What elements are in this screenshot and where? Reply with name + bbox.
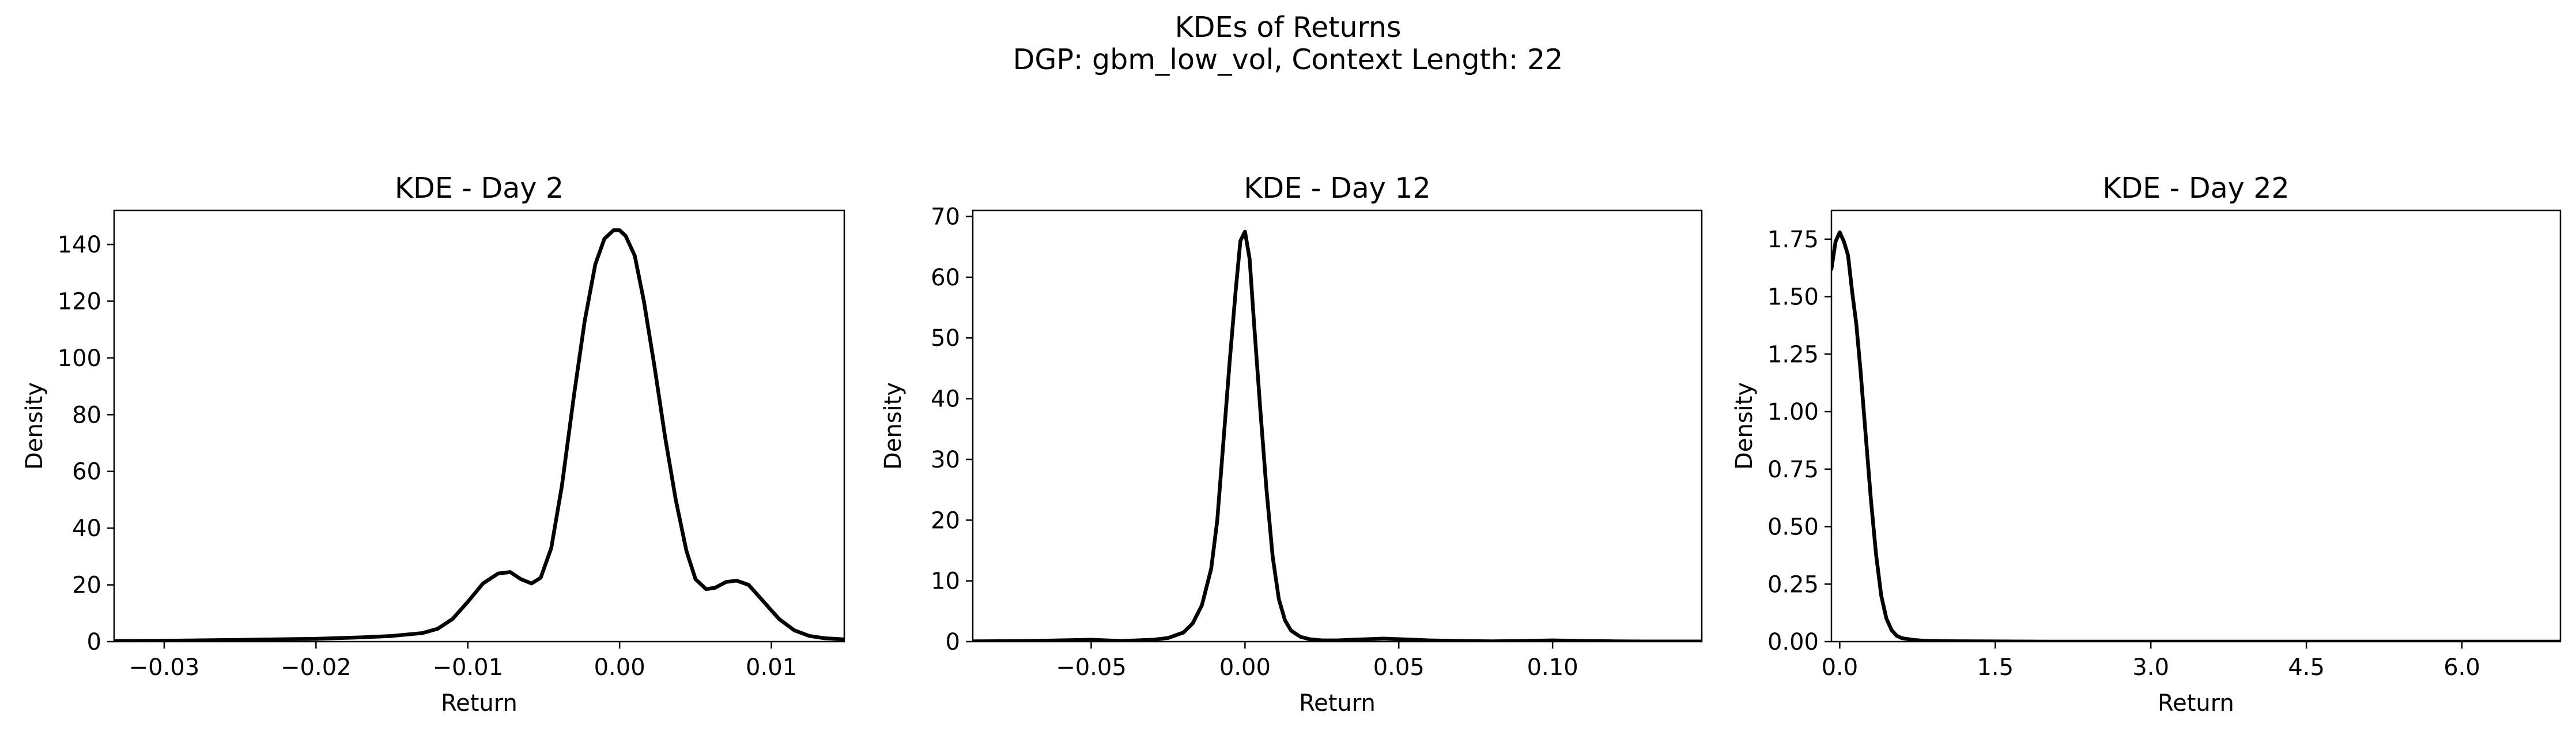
chart-1-y-tick-label: 100 xyxy=(58,345,101,372)
chart-1-y-tick-label: 40 xyxy=(72,515,101,542)
chart-3-y-tick-label: 1.50 xyxy=(1767,284,1819,311)
chart-1-y-tick-label: 140 xyxy=(58,232,101,258)
chart-1-x-tick-label: 0.01 xyxy=(746,654,797,681)
chart-2-y-tick-label: 20 xyxy=(931,507,960,534)
chart-2-y-tick-label: 50 xyxy=(931,325,960,352)
chart-3-title: KDE - Day 22 xyxy=(2102,172,2289,205)
chart-3-y-tick-label: 0.75 xyxy=(1767,457,1819,483)
chart-1-title: KDE - Day 2 xyxy=(395,172,564,205)
chart-3-x-label: Return xyxy=(2158,690,2234,717)
figure-subtitle: DGP: gbm_low_vol, Context Length: 22 xyxy=(1013,43,1563,76)
chart-3-series-line xyxy=(1831,230,2560,642)
chart-2-y-tick-label: 30 xyxy=(931,447,960,473)
chart-3-axes-frame xyxy=(1830,209,2562,643)
chart-1-y-tick-label: 60 xyxy=(72,459,101,485)
chart-3-y-tick-label: 1.25 xyxy=(1767,341,1819,368)
chart-3-x-tick-label: 6.0 xyxy=(2443,654,2480,681)
chart-1-series-line xyxy=(114,228,844,642)
chart-2-y-tick-label: 40 xyxy=(931,386,960,413)
chart-1-axes-frame xyxy=(113,209,845,643)
chart-3-x-tick-label: 3.0 xyxy=(2132,654,2169,681)
chart-3-x-tick-label: 1.5 xyxy=(1977,654,2014,681)
chart-3-y-tick-label: 1.75 xyxy=(1767,227,1819,253)
chart-1-y-tick-label: 80 xyxy=(72,402,101,428)
chart-1-x-tick-label: −0.02 xyxy=(281,654,352,681)
chart-1-y-label: Density xyxy=(21,382,48,470)
chart-3-x-tick-label: 4.5 xyxy=(2288,654,2325,681)
chart-2-x-tick-label: 0.00 xyxy=(1219,654,1271,681)
chart-3-y-label: Density xyxy=(1731,382,1758,470)
chart-2-x-label: Return xyxy=(1299,690,1376,717)
chart-3-y-tick-label: 1.00 xyxy=(1767,399,1819,425)
chart-1-x-tick-label: −0.01 xyxy=(432,654,503,681)
chart-2-y-tick-label: 70 xyxy=(931,204,960,231)
chart-2-x-tick-label: 0.05 xyxy=(1373,654,1425,681)
chart-1-x-tick-label: −0.03 xyxy=(129,654,200,681)
chart-1-x-label: Return xyxy=(441,690,518,717)
figure-title: KDEs of Returns xyxy=(1174,11,1402,44)
chart-2-y-tick-label: 60 xyxy=(931,265,960,291)
chart-3-y-tick-label: 0.25 xyxy=(1767,571,1819,598)
chart-1-y-tick-label: 20 xyxy=(72,572,101,599)
chart-2-y-tick-label: 0 xyxy=(946,629,960,655)
chart-2-axes-frame xyxy=(972,209,1703,643)
chart-2-series-line xyxy=(973,229,1702,642)
chart-3-y-tick-label: 0.00 xyxy=(1767,629,1819,655)
chart-2-x-tick-label: 0.10 xyxy=(1527,654,1578,681)
chart-2-y-tick-label: 10 xyxy=(931,568,960,595)
chart-2-y-label: Density xyxy=(880,382,906,470)
chart-3-y-tick-label: 0.50 xyxy=(1767,514,1819,541)
chart-1-y-tick-label: 120 xyxy=(58,288,101,315)
chart-1-y-tick-label: 0 xyxy=(87,629,101,655)
chart-2-title: KDE - Day 12 xyxy=(1244,172,1430,205)
chart-1-x-tick-label: 0.00 xyxy=(594,654,645,681)
chart-3-x-tick-label: 0.0 xyxy=(1822,654,1859,681)
chart-2-x-tick-label: −0.05 xyxy=(1056,654,1127,681)
